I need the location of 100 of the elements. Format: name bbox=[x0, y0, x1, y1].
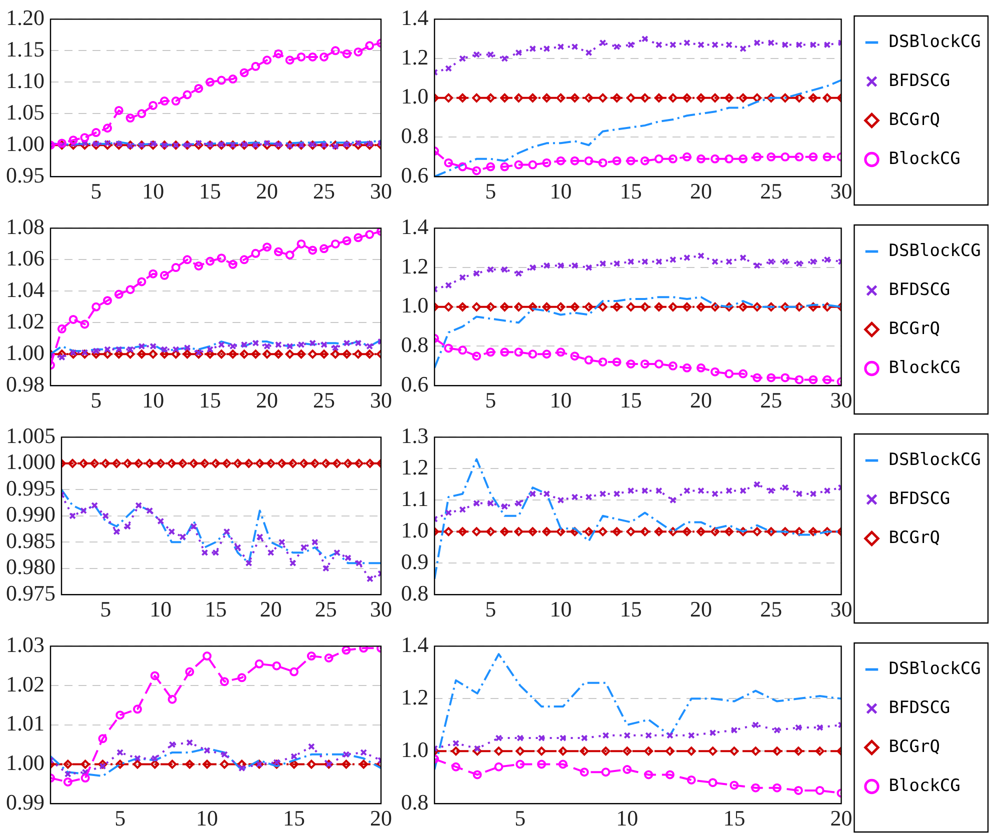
legend-label: BCGrQ bbox=[888, 528, 940, 548]
x-tick-label: 20 bbox=[690, 178, 712, 204]
y-tick-label: 1.20 bbox=[6, 4, 44, 30]
x-tick-label: 30 bbox=[830, 596, 852, 622]
x-tick-label: 30 bbox=[830, 388, 852, 413]
y-tick-label: 0.975 bbox=[6, 580, 56, 606]
x-tick-label: 20 bbox=[830, 806, 852, 831]
x-tick-label: 10 bbox=[196, 806, 218, 831]
y-tick-label: 1.02 bbox=[6, 308, 44, 334]
legend-label: BCGrQ bbox=[888, 318, 940, 339]
y-tick-label: 0.985 bbox=[6, 528, 56, 553]
legend-label: BFDSCG bbox=[888, 698, 950, 718]
x-tick-label: 30 bbox=[370, 596, 392, 622]
y-tick-label: 1.3 bbox=[401, 422, 428, 448]
y-tick-label: 0.95 bbox=[6, 162, 44, 188]
x-tick-label: 20 bbox=[690, 388, 712, 413]
x-tick-label: 5 bbox=[485, 178, 496, 204]
legend-label: BCGrQ bbox=[888, 110, 940, 130]
y-tick-label: 1.2 bbox=[401, 454, 428, 480]
y-tick-label: 1.0 bbox=[401, 736, 428, 762]
y-tick-label: 1.2 bbox=[401, 44, 428, 70]
x-tick-label: 15 bbox=[620, 388, 642, 413]
y-tick-label: 0.990 bbox=[6, 502, 56, 527]
y-tick-label: 0.8 bbox=[401, 580, 428, 606]
x-tick-label: 10 bbox=[142, 388, 164, 413]
y-tick-label: 1.03 bbox=[6, 632, 44, 657]
x-tick-label: 5 bbox=[485, 388, 496, 413]
y-tick-label: 1.0 bbox=[401, 292, 428, 318]
x-tick-label: 30 bbox=[370, 388, 392, 413]
x-tick-label: 25 bbox=[760, 596, 782, 622]
x-tick-label: 25 bbox=[313, 388, 336, 413]
x-tick-label: 15 bbox=[723, 806, 746, 831]
y-tick-label: 1.08 bbox=[6, 214, 44, 239]
y-tick-label: 0.9 bbox=[401, 548, 428, 574]
y-tick-label: 0.6 bbox=[401, 162, 428, 188]
x-tick-label: 15 bbox=[199, 388, 222, 413]
y-tick-label: 1.4 bbox=[401, 4, 428, 30]
x-tick-label: 10 bbox=[150, 596, 172, 622]
legend-label: BFDSCG bbox=[888, 70, 950, 91]
y-tick-label: 1.2 bbox=[401, 253, 428, 278]
x-tick-label: 10 bbox=[142, 178, 164, 204]
y-tick-label: 1.04 bbox=[6, 276, 44, 302]
x-tick-label: 25 bbox=[760, 178, 782, 204]
legend-label: BlockCG bbox=[888, 776, 960, 796]
x-tick-label: 15 bbox=[204, 596, 227, 622]
x-tick-label: 10 bbox=[550, 178, 572, 204]
x-tick-label: 20 bbox=[370, 806, 392, 831]
x-tick-label: 10 bbox=[550, 596, 572, 622]
y-tick-label: 0.8 bbox=[401, 789, 428, 814]
y-tick-label: 1.00 bbox=[6, 340, 44, 365]
y-tick-label: 1.05 bbox=[6, 99, 44, 124]
x-tick-label: 5 bbox=[114, 806, 126, 831]
x-tick-label: 5 bbox=[90, 388, 102, 413]
x-tick-label: 15 bbox=[199, 178, 222, 204]
x-tick-label: 15 bbox=[620, 178, 642, 204]
legend-label: DSBlockCG bbox=[888, 450, 981, 470]
y-tick-label: 1.005 bbox=[6, 422, 56, 448]
y-tick-label: 0.99 bbox=[6, 789, 44, 814]
x-tick-label: 5 bbox=[100, 596, 112, 622]
y-tick-label: 1.02 bbox=[6, 671, 44, 696]
y-tick-label: 1.00 bbox=[6, 130, 44, 156]
y-tick-label: 1.06 bbox=[6, 245, 44, 270]
x-tick-label: 10 bbox=[616, 806, 638, 831]
legend-label: DSBlockCG bbox=[888, 32, 981, 52]
y-tick-label: 1.0 bbox=[401, 84, 428, 109]
y-tick-label: 0.6 bbox=[401, 371, 428, 396]
x-tick-label: 20 bbox=[690, 596, 712, 622]
x-tick-label: 15 bbox=[283, 806, 306, 831]
y-tick-label: 0.980 bbox=[6, 554, 56, 580]
x-tick-label: 25 bbox=[314, 596, 337, 622]
y-tick-label: 1.15 bbox=[6, 36, 44, 62]
x-tick-label: 25 bbox=[313, 178, 336, 204]
y-tick-label: 1.2 bbox=[401, 684, 428, 710]
y-tick-label: 1.10 bbox=[6, 68, 44, 93]
legend-label: BFDSCG bbox=[888, 280, 950, 300]
x-tick-label: 5 bbox=[514, 806, 526, 831]
y-tick-label: 1.4 bbox=[401, 632, 428, 657]
y-tick-label: 0.98 bbox=[6, 371, 44, 396]
y-tick-label: 1.01 bbox=[6, 710, 44, 736]
x-tick-label: 5 bbox=[90, 178, 102, 204]
x-tick-label: 30 bbox=[830, 178, 852, 204]
y-tick-label: 1.00 bbox=[6, 750, 44, 776]
x-tick-label: 10 bbox=[550, 388, 572, 413]
legend-label: BlockCG bbox=[888, 148, 960, 169]
y-tick-label: 0.8 bbox=[401, 332, 428, 358]
y-tick-label: 1.0 bbox=[401, 517, 428, 542]
x-tick-label: 20 bbox=[260, 596, 282, 622]
legend-label: DSBlockCG bbox=[888, 240, 981, 261]
legend-label: DSBlockCG bbox=[888, 658, 981, 679]
x-tick-label: 30 bbox=[370, 178, 392, 204]
x-tick-label: 5 bbox=[485, 596, 496, 622]
legend-label: BFDSCG bbox=[888, 488, 950, 509]
legend-label: BlockCG bbox=[888, 358, 960, 378]
y-tick-label: 1.000 bbox=[6, 449, 56, 474]
y-tick-label: 0.995 bbox=[6, 475, 56, 500]
legend-label: BCGrQ bbox=[888, 736, 940, 757]
y-tick-label: 1.4 bbox=[401, 214, 428, 239]
x-tick-label: 15 bbox=[620, 596, 642, 622]
y-tick-label: 0.8 bbox=[401, 123, 428, 148]
x-tick-label: 20 bbox=[256, 178, 278, 204]
